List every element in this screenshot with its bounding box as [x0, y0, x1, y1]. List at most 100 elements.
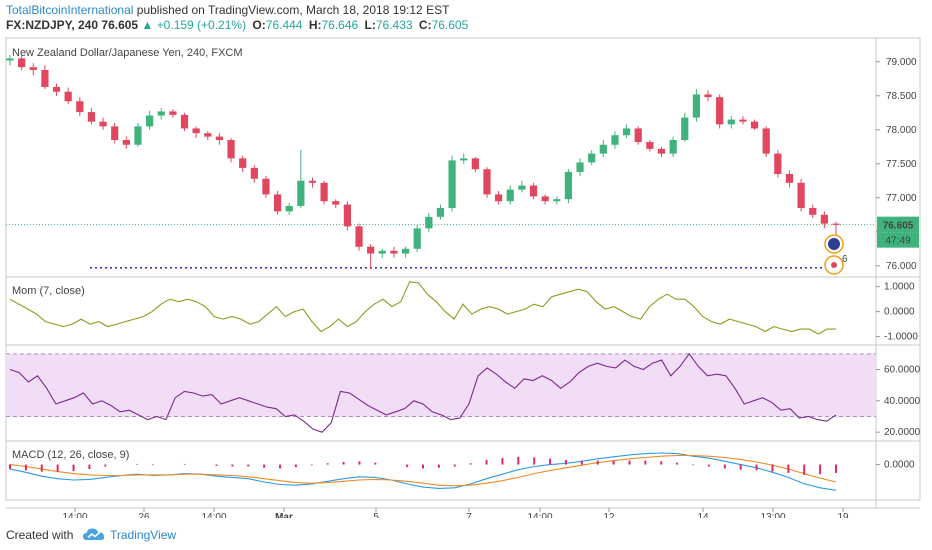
indicator-tick-label: 20.0000 — [884, 427, 921, 438]
candle-body — [436, 208, 445, 217]
tradingview-brand[interactable]: TradingView — [110, 528, 177, 542]
candle-body — [215, 136, 224, 140]
candle-body — [646, 142, 654, 149]
time-tick-label: Mar — [275, 512, 293, 518]
candle-body — [390, 250, 398, 254]
candle-body — [204, 133, 212, 137]
change-value: +0.159 (+0.21%) — [156, 18, 247, 32]
time-tick-label: 14:00 — [62, 512, 87, 518]
candle-body — [18, 58, 26, 68]
candle-body — [145, 115, 154, 127]
candle-body — [169, 111, 177, 115]
countdown-label: 47:49 — [885, 236, 910, 247]
close-value: 76.605 — [431, 18, 469, 32]
indicator-tick-label: -1.0000 — [884, 332, 918, 343]
price-tick-label: 76.000 — [886, 261, 917, 272]
candle-body — [378, 250, 386, 254]
candle-body — [87, 112, 96, 122]
indicator-tick-label: 0.0000 — [884, 307, 915, 318]
symbol-label: FX:NZDJPY, 240 — [6, 18, 99, 32]
candle-body — [750, 121, 759, 129]
time-tick-label: 26 — [138, 512, 150, 518]
time-tick-label: 14:00 — [201, 512, 226, 518]
indicator-tick-label: 60.0000 — [884, 365, 921, 376]
low-label: L: — [364, 18, 376, 32]
candle-body — [762, 128, 770, 154]
chart-area[interactable]: 14:00 26 14:00 Mar 5 7 14:00 12 14 13:00 19 New Zea… — [0, 34, 932, 518]
candle-body — [64, 91, 72, 102]
candle-body — [797, 182, 805, 208]
candle-body — [413, 228, 421, 249]
candle-body — [122, 140, 130, 145]
candle-body — [285, 205, 293, 212]
candle-body — [785, 174, 794, 183]
candle-body — [471, 158, 479, 170]
time-tick-label: 19 — [837, 512, 849, 518]
time-tick-label: 13:00 — [760, 512, 785, 518]
candle-body — [134, 126, 142, 145]
candle-body — [355, 226, 363, 247]
open-value: 76.444 — [265, 18, 303, 32]
chart-title: New Zealand Dollar/Japanese Yen, 240, FX… — [12, 47, 243, 59]
price-tick-label: 77.500 — [886, 159, 917, 170]
candle-body — [599, 144, 607, 154]
price-tick-label: 78.500 — [886, 91, 917, 102]
candle-body — [553, 199, 561, 202]
candle-body — [41, 69, 49, 87]
time-tick-label: 5 — [373, 512, 379, 518]
candle-body — [774, 153, 782, 174]
macd-line-macd — [9, 452, 837, 491]
candle-body — [273, 194, 282, 212]
candle-body — [6, 58, 14, 61]
candle-body — [297, 180, 305, 206]
candle-body — [622, 128, 631, 136]
last-price-tag — [877, 216, 919, 233]
created-with-text: Created with — [6, 528, 74, 542]
indicator-tick-label: 1.0000 — [884, 282, 915, 293]
candle-body — [192, 128, 200, 134]
time-tick-label: 12 — [603, 512, 615, 518]
last-price: 76.605 — [101, 18, 139, 32]
rsi-band — [6, 353, 876, 417]
candle-body — [704, 94, 712, 98]
tradingview-cloud-icon[interactable] — [82, 526, 106, 544]
candle-body — [448, 160, 456, 208]
candle-body — [564, 171, 573, 200]
candle-body — [111, 126, 119, 140]
candle-body — [820, 214, 828, 224]
price-tick-label: 77.000 — [886, 193, 917, 204]
candle-body — [681, 117, 689, 140]
open-label: O: — [252, 18, 266, 32]
candle-body — [401, 248, 410, 254]
mom-title: Mom (7, close) — [12, 285, 85, 297]
candle-body — [529, 185, 538, 197]
candle-body — [506, 189, 514, 202]
candle-body — [716, 97, 724, 125]
indicator-tick-label: 40.0000 — [884, 396, 921, 407]
chart-frame — [5, 37, 921, 501]
price-tick-label: 78.000 — [886, 125, 917, 136]
candle-body — [180, 114, 189, 129]
footer: Created with TradingView — [0, 522, 932, 550]
candle-body — [588, 153, 596, 163]
candle-body — [832, 223, 840, 225]
candle-body — [692, 94, 701, 118]
price-tick-label: 79.000 — [886, 57, 917, 68]
candle-body — [611, 135, 619, 145]
candle-body — [460, 158, 468, 161]
time-tick-label: 7 — [466, 512, 472, 518]
author-link[interactable]: TotalBitcoinInternational — [6, 3, 134, 17]
candle-body — [367, 246, 375, 254]
candle-body — [320, 182, 328, 202]
change-up-icon: ▲ — [141, 18, 154, 32]
candle-body — [99, 121, 107, 127]
symbol-line: FX:NZDJPY, 240 76.605 ▲ +0.159 (+0.21%) … — [6, 18, 468, 32]
candle-body — [518, 185, 526, 190]
candle-body — [262, 178, 270, 195]
candle-body — [332, 201, 340, 205]
publish-line: TotalBitcoinInternational published on T… — [6, 3, 449, 17]
last-price-tag-label: 76.605 — [883, 221, 914, 232]
time-tick-label: 14 — [697, 512, 709, 518]
candle-body — [657, 148, 666, 154]
low-value: 76.433 — [375, 18, 413, 32]
